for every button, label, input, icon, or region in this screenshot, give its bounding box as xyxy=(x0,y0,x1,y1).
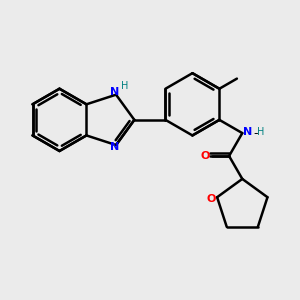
Text: H: H xyxy=(257,128,265,137)
Text: N: N xyxy=(110,142,119,152)
Text: O: O xyxy=(200,151,209,161)
Text: N: N xyxy=(110,87,119,97)
Text: -: - xyxy=(253,127,258,140)
Text: H: H xyxy=(121,81,128,91)
Text: O: O xyxy=(206,194,216,204)
Text: N: N xyxy=(243,127,252,136)
